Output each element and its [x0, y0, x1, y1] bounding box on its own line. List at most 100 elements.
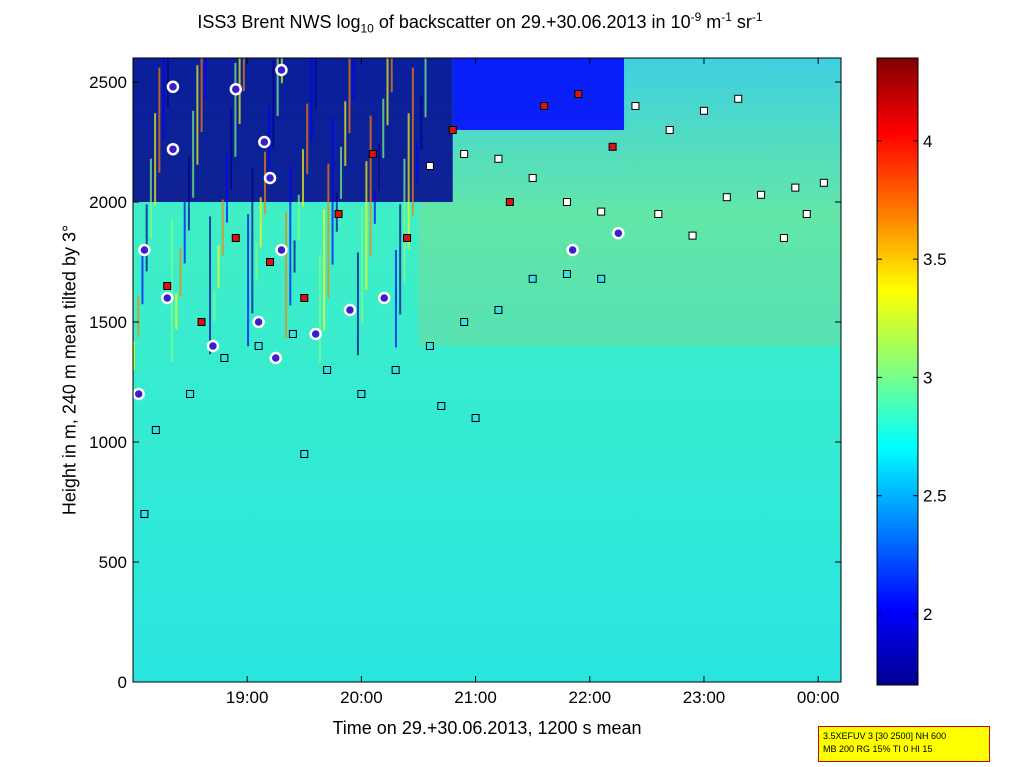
field-streak — [399, 204, 402, 315]
y-tick-label: 0 — [118, 673, 127, 692]
field-streak — [407, 113, 410, 249]
layer-marker-circle-white — [263, 171, 277, 185]
field-streak — [331, 118, 334, 265]
x-tick-label: 20:00 — [340, 688, 383, 707]
field-streak — [137, 295, 140, 338]
field-streak — [204, 58, 207, 100]
layer-marker-square-cyan — [562, 270, 571, 278]
field-streak — [293, 240, 296, 273]
field-streak — [225, 154, 228, 223]
field-streak — [348, 58, 351, 134]
layer-marker-square-cyan — [151, 426, 160, 434]
layer-marker-square-white — [779, 234, 788, 242]
y-tick-label: 500 — [99, 553, 127, 572]
layer-marker-square-cyan — [220, 354, 229, 362]
layer-marker-circle-white — [166, 142, 180, 156]
field-streak — [352, 58, 355, 101]
field-streak — [276, 58, 279, 117]
field-streak — [289, 166, 292, 306]
colorbar-tick-label: 3.5 — [923, 250, 947, 269]
field-streak — [133, 341, 135, 370]
field-streak — [310, 58, 313, 142]
field-streak — [306, 103, 309, 174]
field-streak — [166, 58, 169, 107]
layer-marker-square-cyan — [494, 306, 503, 314]
layer-marker-square-red — [266, 258, 275, 266]
field-streak — [340, 146, 343, 199]
layer-marker-square-white — [819, 178, 828, 187]
field-streak — [403, 158, 406, 282]
layer-marker-square-white — [460, 150, 469, 158]
y-axis-label: Height in m, 240 m mean tilted by 3° — [59, 224, 80, 516]
layer-marker-square-red — [448, 126, 457, 134]
layer-marker-square-white — [562, 198, 571, 206]
field-streak — [369, 115, 372, 257]
field-streak — [323, 209, 326, 331]
field-region — [452, 58, 625, 130]
layer-marker-square-red — [231, 234, 240, 242]
layer-marker-square-red — [334, 210, 343, 218]
layer-marker-square-cyan — [528, 274, 537, 283]
field-streak — [217, 245, 220, 289]
layer-marker-circle-white — [309, 327, 322, 341]
field-streak — [171, 218, 174, 363]
field-streak — [213, 290, 216, 322]
layer-marker-square-red — [540, 102, 549, 110]
layer-marker-square-white — [494, 154, 503, 163]
field-streak — [255, 242, 258, 281]
layer-marker-square-red — [163, 282, 172, 290]
field-streak — [361, 206, 364, 323]
axes: 0 500 1000 1500 2000 2500 19:00 20:00 21:00 22:00… — [89, 57, 842, 707]
field-streak — [382, 98, 385, 159]
plot-frame — [132, 57, 842, 683]
field-streak — [411, 67, 414, 216]
layer-marker-circle-white — [138, 243, 151, 257]
layer-marker-circle-white — [258, 135, 271, 149]
layer-marker-circle-white — [566, 243, 579, 257]
field-streak — [386, 58, 389, 126]
field-streak — [373, 190, 376, 224]
layer-marker-circle-white — [132, 387, 145, 401]
layer-marker-square-red — [300, 294, 309, 302]
layer-marker-square-cyan — [460, 318, 469, 326]
layer-marker-square-white — [654, 210, 663, 218]
x-tick-label: 21:00 — [454, 688, 497, 707]
field-streak — [365, 161, 368, 290]
layer-marker-square-cyan — [597, 274, 606, 283]
field-streak — [158, 67, 161, 173]
layer-marker-square-white — [802, 210, 811, 218]
y-tick-label: 2500 — [89, 73, 127, 92]
x-tick-label: 22:00 — [569, 688, 612, 707]
layer-marker-square-white — [757, 190, 766, 199]
field-streak — [234, 62, 237, 157]
layer-marker-circle-white — [252, 315, 265, 329]
field-streak — [209, 216, 212, 355]
layer-marker-square-cyan — [254, 342, 263, 350]
field-region — [133, 58, 453, 202]
colorbar-gradient — [877, 58, 918, 685]
colorbar: 2 2.5 3 3.5 4 — [876, 57, 947, 686]
field-streak — [285, 211, 288, 339]
field-streak — [344, 101, 347, 166]
field-streak — [221, 199, 224, 256]
info-box: 3.5XEFUV 3 [30 2500] NH 600 MB 200 RG 15… — [818, 726, 990, 762]
layer-marker-circle-white — [161, 291, 174, 305]
field-streak — [318, 254, 321, 364]
field-streak — [145, 204, 148, 272]
layer-marker-square-white — [631, 102, 640, 110]
chart-title: ISS3 Brent NWS log10 of backscatter on 2… — [197, 10, 763, 36]
y-tick-label: 2000 — [89, 193, 127, 212]
x-tick-label: 23:00 — [683, 688, 726, 707]
layer-marker-square-cyan — [323, 366, 332, 374]
info-line-2: MB 200 RG 15% TI 0 HI 15 — [823, 744, 933, 754]
layer-marker-square-red — [197, 318, 206, 326]
layer-marker-circle-white — [343, 303, 357, 317]
field-streak — [230, 108, 233, 190]
field-streak — [420, 96, 423, 151]
layer-marker-square-cyan — [425, 342, 434, 350]
colorbar-tick-label: 3 — [923, 368, 932, 387]
layer-marker-circle-white — [166, 80, 180, 94]
y-tick-label: 1500 — [89, 313, 127, 332]
info-line-1: 3.5XEFUV 3 [30 2500] NH 600 — [823, 731, 947, 741]
